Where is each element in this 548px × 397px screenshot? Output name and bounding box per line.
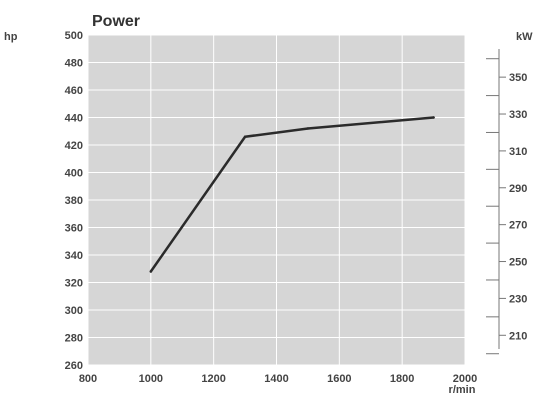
y-tick-label: 280 — [65, 333, 83, 345]
y-tick-label: 500 — [65, 30, 83, 42]
data-point — [432, 116, 435, 119]
grid-lines — [87, 34, 466, 366]
chart-title: Power — [92, 13, 140, 30]
data-point — [243, 135, 247, 138]
kw-tick-label: 230 — [509, 293, 527, 305]
kw-tick-label: 290 — [509, 183, 527, 195]
power-line — [149, 116, 435, 273]
y-tick-label: 260 — [65, 360, 83, 372]
y-tick-label: 420 — [65, 140, 83, 152]
x-tick-label: 2000 — [453, 373, 477, 385]
data-point — [306, 127, 310, 130]
kw-axis: 210 230 250 270 290 310 330 350 — [486, 49, 527, 355]
x-tick-label: 1600 — [327, 373, 351, 385]
kw-tick-label: 270 — [509, 220, 527, 232]
y-axis-ticks: 260 280 300 320 340 360 380 400 420 440 460 480 500 — [65, 30, 83, 372]
y-tick-label: 460 — [65, 85, 83, 97]
y-unit-label: hp — [4, 31, 18, 43]
data-point — [149, 270, 153, 273]
y2-unit-label: kW — [516, 31, 533, 43]
y-tick-label: 440 — [65, 113, 83, 125]
x-tick-label: 1800 — [390, 373, 414, 385]
y-tick-label: 300 — [65, 305, 83, 317]
x-tick-label: 800 — [79, 373, 97, 385]
x-tick-label: 1400 — [264, 373, 288, 385]
y-tick-label: 360 — [65, 223, 83, 235]
y-tick-label: 380 — [65, 195, 83, 207]
y-tick-label: 480 — [65, 58, 83, 70]
kw-tick-label: 350 — [509, 72, 527, 84]
x-unit-label: r/min — [449, 384, 476, 396]
kw-tick-label: 310 — [509, 146, 527, 158]
x-tick-label: 1000 — [139, 373, 163, 385]
y-tick-label: 320 — [65, 278, 83, 290]
x-tick-label: 1200 — [201, 373, 225, 385]
x-axis-ticks: 800 1000 1200 1400 1600 1800 2000 — [79, 373, 477, 385]
kw-tick-label: 210 — [509, 330, 527, 342]
series-layer — [149, 116, 435, 273]
y-tick-label: 340 — [65, 250, 83, 262]
kw-tick-label: 330 — [509, 109, 527, 121]
y-tick-label: 400 — [65, 168, 83, 180]
kw-tick-label: 250 — [509, 257, 527, 269]
